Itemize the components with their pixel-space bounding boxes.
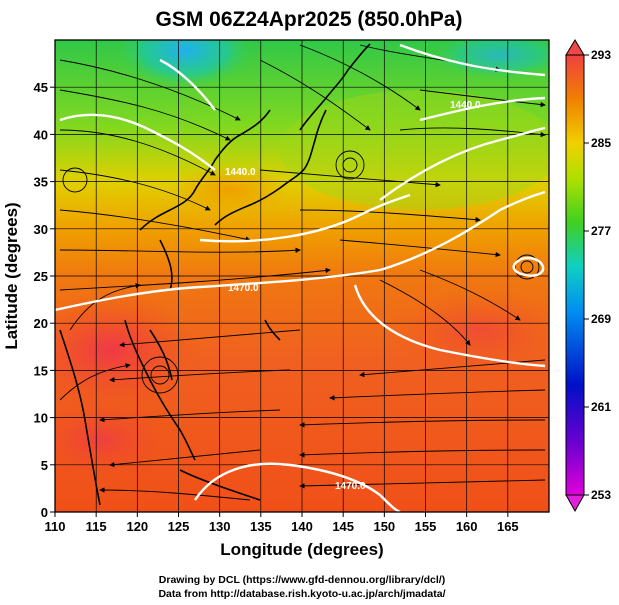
y-tick-label: 5 bbox=[41, 458, 48, 473]
figure-title: GSM 06Z24Apr2025 (850.0hPa) bbox=[156, 8, 463, 31]
colorbar-tick-label: 269 bbox=[591, 312, 611, 326]
y-tick-label: 30 bbox=[34, 222, 48, 237]
coastlines bbox=[59, 43, 371, 506]
y-axis-title: Latitude (degrees) bbox=[2, 202, 21, 349]
x-axis: 110 115 120 125 130 135 140 145 150 155 160 165 Lon… bbox=[45, 512, 519, 559]
x-tick-label: 140 bbox=[291, 519, 313, 534]
colorbar-tick-label: 253 bbox=[591, 488, 611, 502]
credit-drawing: Drawing by DCL (https://www.gfd-dennou.o… bbox=[159, 574, 445, 586]
x-axis-title: Longitude (degrees) bbox=[220, 540, 383, 559]
x-tick-label: 155 bbox=[415, 519, 437, 534]
y-tick-label: 10 bbox=[34, 411, 48, 426]
x-tick-label: 120 bbox=[126, 519, 148, 534]
x-tick-label: 165 bbox=[497, 519, 519, 534]
colorbar-top-arrow bbox=[565, 39, 585, 56]
contour-label: 1470.0 bbox=[335, 481, 366, 492]
y-tick-label: 45 bbox=[34, 80, 48, 95]
colorbar-bottom-arrow bbox=[565, 494, 585, 513]
x-tick-label: 110 bbox=[45, 519, 66, 534]
height-contours bbox=[55, 43, 546, 512]
contour-labels: 1440.0 1440.0 1470.0 1470.0 bbox=[225, 100, 481, 492]
warm-region-shading bbox=[55, 290, 200, 410]
y-axis: 0 5 10 15 20 25 30 35 40 45 Latitude (degrees) bbox=[2, 80, 55, 520]
contour-label: 1470.0 bbox=[228, 283, 259, 294]
x-tick-label: 125 bbox=[168, 519, 190, 534]
colorbar-gradient bbox=[565, 54, 585, 496]
contour-label: 1440.0 bbox=[225, 167, 256, 178]
colorbar: 293 285 277 269 261 253 bbox=[565, 39, 611, 513]
y-tick-label: 40 bbox=[34, 127, 48, 142]
plot-area: 1440.0 1440.0 1470.0 1470.0 bbox=[55, 40, 549, 512]
y-tick-label: 25 bbox=[34, 269, 48, 284]
x-tick-label: 135 bbox=[250, 519, 272, 534]
x-tick-label: 160 bbox=[456, 519, 478, 534]
credit-data: Data from http://database.rish.kyoto-u.a… bbox=[158, 588, 445, 600]
colorbar-tick-label: 277 bbox=[591, 224, 611, 238]
colorbar-tick-label: 285 bbox=[591, 136, 611, 150]
wind-streamlines bbox=[59, 44, 546, 501]
y-tick-label: 35 bbox=[34, 175, 48, 190]
x-tick-label: 145 bbox=[332, 519, 354, 534]
colorbar-tick-label: 293 bbox=[591, 48, 611, 62]
x-tick-label: 130 bbox=[209, 519, 231, 534]
y-tick-label: 0 bbox=[41, 505, 48, 520]
x-tick-label: 150 bbox=[373, 519, 395, 534]
y-tick-label: 20 bbox=[34, 316, 48, 331]
x-tick-label: 115 bbox=[86, 519, 107, 534]
colorbar-tick-label: 261 bbox=[591, 400, 611, 414]
contour-label: 1440.0 bbox=[450, 100, 481, 111]
y-tick-label: 15 bbox=[34, 363, 48, 378]
